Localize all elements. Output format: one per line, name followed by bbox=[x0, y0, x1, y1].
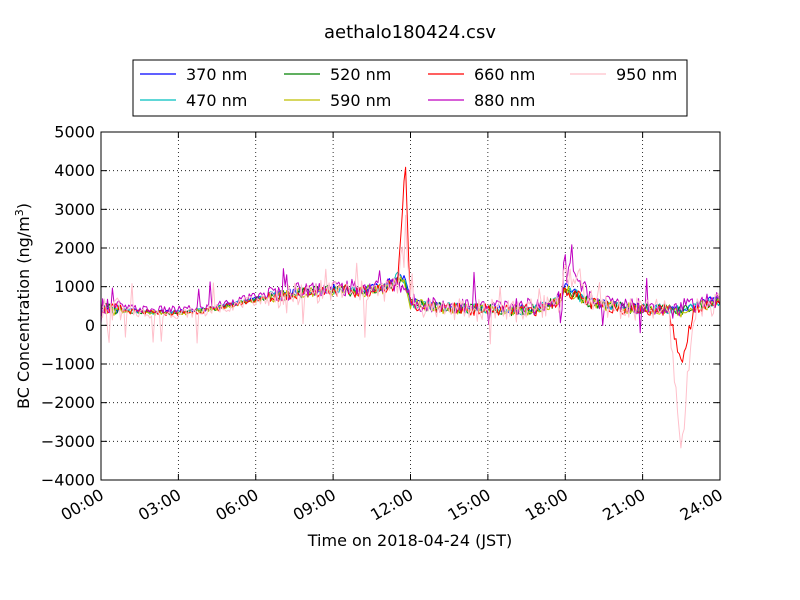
chart-title: aethalo180424.csv bbox=[324, 22, 496, 43]
y-tick-label: 1000 bbox=[54, 277, 95, 296]
y-tick-label: 0 bbox=[85, 316, 95, 335]
y-tick-label: −3000 bbox=[41, 432, 95, 451]
y-axis-label-end: ) bbox=[14, 203, 33, 209]
x-axis-label: Time on 2018-04-24 (JST) bbox=[307, 531, 512, 550]
legend: 370 nm 470 nm 520 nm 590 nm 660 nm 880 nm 950 … bbox=[132, 59, 688, 117]
y-tick-label: −1000 bbox=[41, 355, 95, 374]
legend-label: 520 nm bbox=[330, 65, 391, 84]
y-axis-label-sup: 3 bbox=[13, 209, 26, 216]
legend-label: 370 nm bbox=[186, 65, 247, 84]
legend-label: 590 nm bbox=[330, 91, 391, 110]
y-tick-label: 5000 bbox=[54, 123, 95, 142]
legend-label: 950 nm bbox=[616, 65, 677, 84]
y-tick-label: 3000 bbox=[54, 200, 95, 219]
y-tick-label: 2000 bbox=[54, 239, 95, 258]
legend-label: 660 nm bbox=[474, 65, 535, 84]
y-tick-label: −4000 bbox=[41, 471, 95, 490]
series-line bbox=[100, 214, 721, 449]
y-tick-label: 4000 bbox=[54, 161, 95, 180]
y-axis-label: BC Concentration (ng/m3) bbox=[13, 203, 33, 409]
y-axis-label-main: BC Concentration (ng/m bbox=[14, 216, 33, 409]
series-lines bbox=[100, 166, 721, 449]
legend-box bbox=[132, 59, 688, 117]
y-tick-label: −2000 bbox=[41, 393, 95, 412]
legend-label: 880 nm bbox=[474, 91, 535, 110]
legend-label: 470 nm bbox=[186, 91, 247, 110]
